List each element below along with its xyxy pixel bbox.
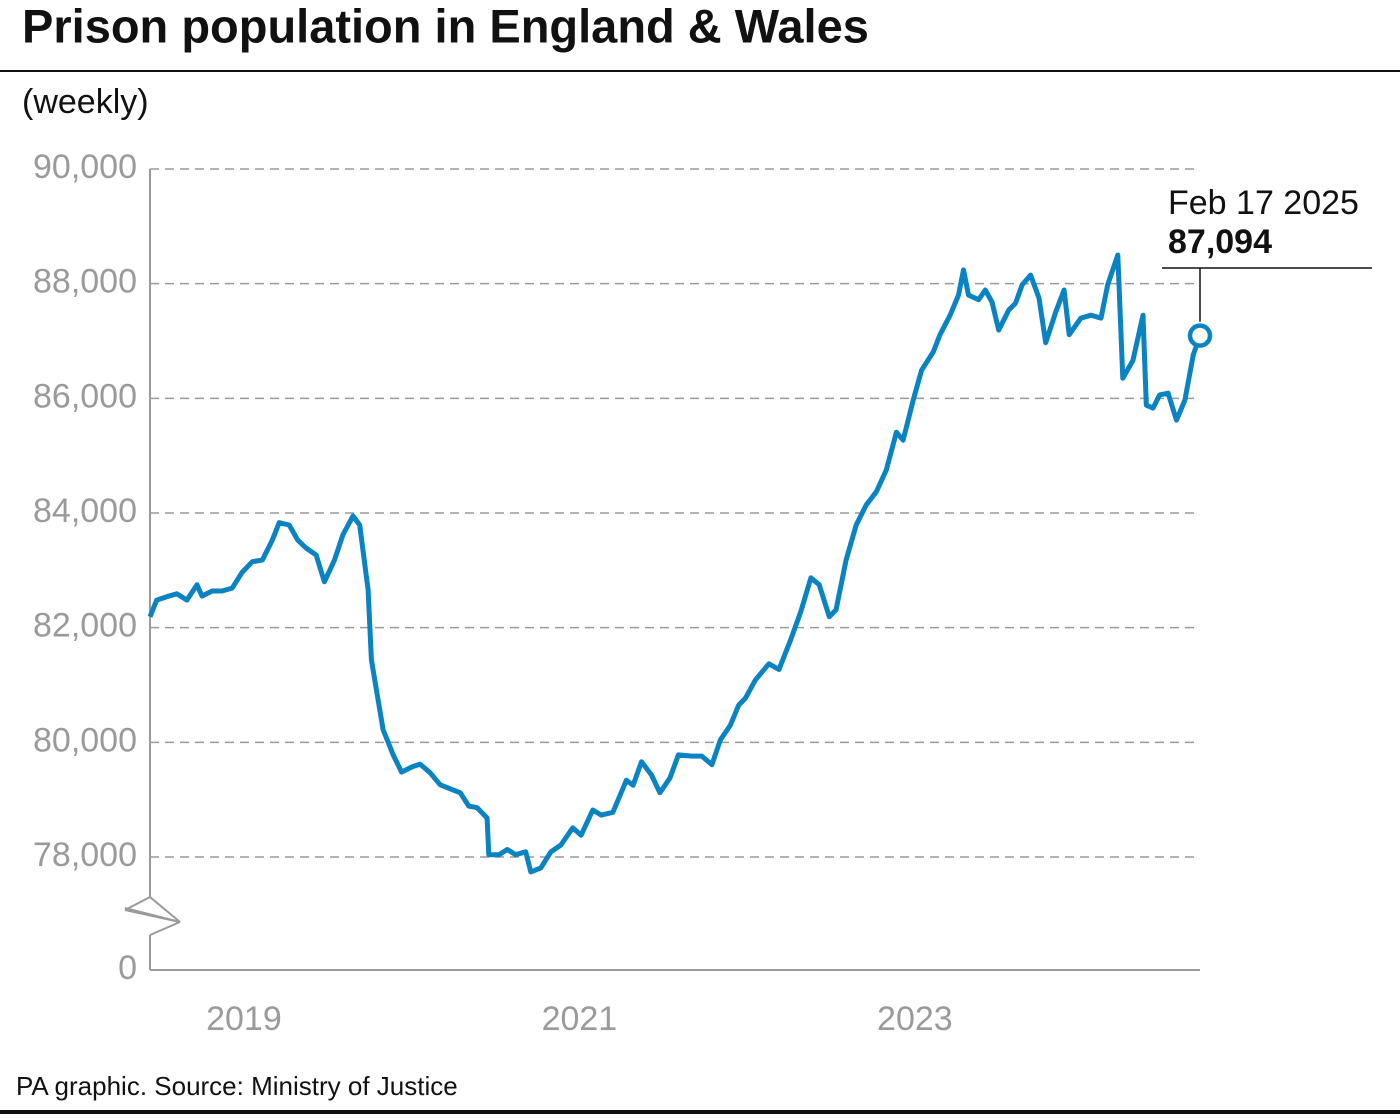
annotation-value: 87,094 xyxy=(1168,223,1272,261)
y-tick-label: 80,000 xyxy=(33,721,137,759)
x-tick-label: 2019 xyxy=(206,1000,282,1038)
y-tick-label: 90,000 xyxy=(33,148,137,186)
y-tick-label: 88,000 xyxy=(33,263,137,301)
x-tick-label: 2021 xyxy=(542,1000,618,1038)
y-tick-label: 84,000 xyxy=(33,492,137,530)
y-tick-label: 82,000 xyxy=(33,607,137,645)
annotation-date: Feb 17 2025 xyxy=(1168,184,1359,222)
axis-break-join xyxy=(124,896,181,936)
chart-title: Prison population in England & Wales xyxy=(22,0,869,52)
y-tick-label: 0 xyxy=(118,949,137,987)
end-marker xyxy=(1187,323,1213,348)
subtitle: (weekly) xyxy=(22,83,149,121)
y-tick-label: 78,000 xyxy=(33,836,137,874)
axis-break xyxy=(124,909,181,923)
source: PA graphic. Source: Ministry of Justice xyxy=(16,1071,458,1101)
series-line xyxy=(147,252,1203,875)
y-tick-label: 86,000 xyxy=(33,377,137,415)
x-tick-label: 2023 xyxy=(877,1000,953,1038)
